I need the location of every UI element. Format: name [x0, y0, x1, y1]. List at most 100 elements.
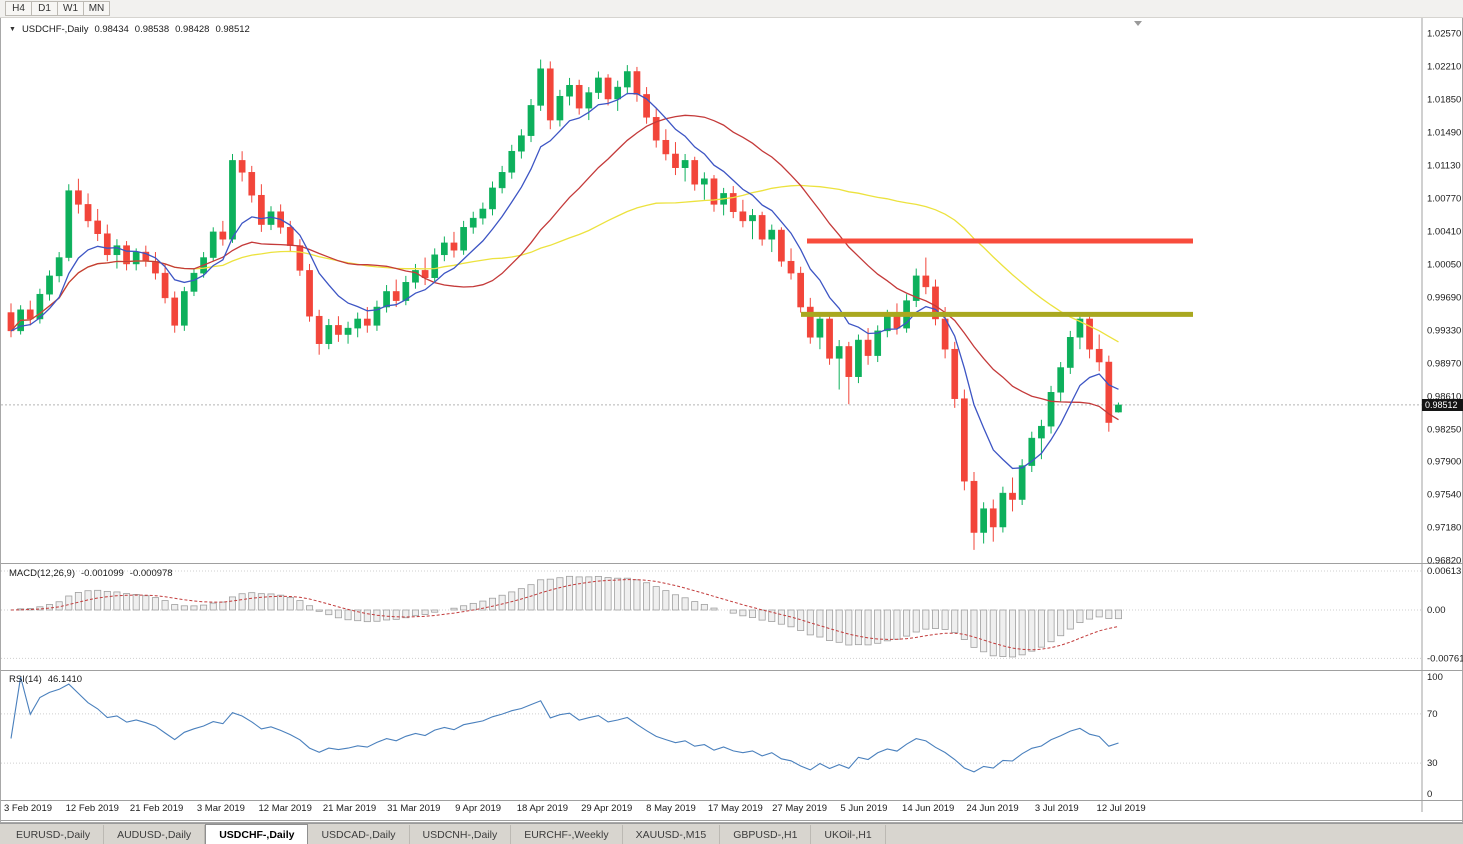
timeframe-button-h4[interactable]: H4: [5, 1, 32, 16]
macd-histogram-bar: [1037, 609, 1045, 648]
price-axis-label: 0.98250: [1427, 424, 1461, 435]
macd-histogram-bar: [469, 602, 477, 611]
date-axis-label: 5 Jun 2019: [840, 803, 887, 814]
candle-body: [103, 233, 111, 256]
candle-body: [1115, 404, 1122, 413]
candle-body: [961, 398, 968, 482]
macd-histogram-bar: [652, 586, 660, 611]
macd-axis-label: 0.00613: [1427, 566, 1461, 577]
date-axis-label: 29 Apr 2019: [581, 803, 632, 814]
macd-histogram-bar: [893, 609, 901, 640]
macd-histogram-bar: [951, 609, 959, 634]
date-axis-label: 12 Jul 2019: [1097, 803, 1146, 814]
ma-medium-line: [10, 114, 1119, 421]
rsi-line: [10, 676, 1119, 773]
candle-body: [1095, 348, 1103, 363]
candle-body: [681, 160, 689, 168]
candle-body: [354, 318, 362, 329]
tab-usdchf-daily[interactable]: USDCHF-,Daily: [205, 824, 309, 844]
macd-histogram-bar: [922, 609, 930, 630]
candle-body: [816, 318, 824, 338]
macd-histogram-bar: [200, 604, 208, 611]
price-axis-label: 0.98610: [1427, 391, 1461, 402]
chart-high-value: 0.98538: [134, 24, 170, 35]
tab-xauusd-m15[interactable]: XAUUSD-,M15: [622, 825, 721, 844]
macd-histogram-bar: [94, 589, 102, 611]
candle-body: [1057, 367, 1065, 393]
macd-histogram-bar: [421, 609, 429, 615]
macd-histogram-bar: [816, 609, 824, 638]
candle-body: [672, 153, 679, 168]
tab-usdcnh-daily[interactable]: USDCNH-,Daily: [409, 825, 512, 844]
macd-histogram-bar: [556, 577, 564, 611]
timeframe-button-mn[interactable]: MN: [83, 1, 110, 16]
macd-histogram-bar: [411, 609, 419, 617]
candle-body: [65, 190, 73, 258]
chart-symbol-label: USDCHF-,Daily: [21, 24, 89, 35]
candle-body: [652, 117, 660, 141]
macd-histogram-bar: [1057, 609, 1065, 637]
macd-histogram-bar: [749, 609, 757, 618]
candle-body: [286, 227, 294, 246]
macd-histogram-bar: [768, 609, 776, 622]
rsi-axis-label: 30: [1427, 758, 1438, 769]
macd-histogram-bar: [344, 609, 352, 621]
macd-histogram-bar: [970, 609, 978, 648]
macd-histogram-bar: [854, 609, 862, 646]
symbol-tab-bar: EURUSD-,Daily AUDUSD-,Daily USDCHF-,Daily U…: [0, 823, 1463, 844]
ma-fast-line: [10, 92, 1119, 470]
candle-body: [123, 245, 130, 265]
tab-audusd-daily[interactable]: AUDUSD-,Daily: [104, 825, 206, 844]
candle-body: [912, 275, 920, 301]
price-axis-label: 0.98970: [1427, 358, 1461, 369]
timeframe-button-w1[interactable]: W1: [57, 1, 84, 16]
price-axis-label: 0.97180: [1427, 523, 1461, 534]
macd-histogram-bar: [1095, 609, 1103, 618]
macd-histogram-bar: [903, 609, 911, 637]
date-axis-label: 24 Jun 2019: [966, 803, 1018, 814]
candle-body: [469, 217, 477, 228]
date-axis-label: 12 Feb 2019: [66, 803, 119, 814]
macd-histogram-bar: [460, 605, 468, 611]
candle-body: [585, 92, 593, 109]
tab-eurchf-weekly[interactable]: EURCHF-,Weekly: [511, 825, 623, 844]
date-axis-label: 8 May 2019: [646, 803, 696, 814]
candle-body: [248, 172, 256, 196]
candle-body: [84, 204, 92, 222]
macd-histogram-bar: [729, 609, 737, 614]
candle-body: [238, 160, 246, 173]
price-axis-label: 1.01490: [1427, 127, 1461, 138]
candle-body: [1076, 318, 1084, 338]
chart-title: ▼ USDCHF-,Daily 0.98434 0.98538 0.98428 …: [9, 24, 250, 35]
tab-eurusd-daily[interactable]: EURUSD-,Daily: [3, 825, 105, 844]
macd-histogram-bar: [864, 609, 872, 646]
timeframe-button-d1[interactable]: D1: [31, 1, 58, 16]
candle-body: [1105, 361, 1113, 423]
candle-body: [209, 231, 217, 258]
price-axis-label: 1.01850: [1427, 94, 1461, 105]
macd-histogram-bar: [142, 595, 150, 611]
candle-body: [778, 229, 785, 262]
indicator-layer: [10, 575, 1122, 773]
tab-usdcad-daily[interactable]: USDCAD-,Daily: [308, 825, 410, 844]
tab-gbpusd-h1[interactable]: GBPUSD-,H1: [720, 825, 812, 844]
date-axis-label: 3 Mar 2019: [197, 803, 245, 814]
macd-histogram-bar: [267, 593, 275, 611]
chart-window[interactable]: 1.02570 1.02210 1.01850 1.01490 1.01130 1.007…: [0, 18, 1463, 823]
candle-body: [893, 315, 901, 329]
macd-histogram-bar: [161, 600, 169, 611]
chart-canvas[interactable]: 1.02570 1.02210 1.01850 1.01490 1.01130 1.007…: [1, 18, 1463, 823]
macd-histogram-bar: [989, 609, 997, 657]
macd-histogram-bar: [431, 609, 439, 613]
macd-main-value: -0.001099: [81, 568, 124, 579]
candle-body: [691, 160, 699, 185]
macd-histogram-bar: [219, 601, 227, 611]
candle-body: [643, 94, 650, 118]
macd-histogram-bar: [296, 600, 304, 611]
candle-body: [363, 318, 371, 326]
macd-histogram-bar: [1076, 609, 1084, 624]
tab-ukoil-h1[interactable]: UKOil-,H1: [811, 825, 886, 844]
macd-histogram-bar: [65, 595, 73, 611]
macd-histogram-bar: [190, 605, 198, 611]
candle-body: [864, 339, 872, 356]
